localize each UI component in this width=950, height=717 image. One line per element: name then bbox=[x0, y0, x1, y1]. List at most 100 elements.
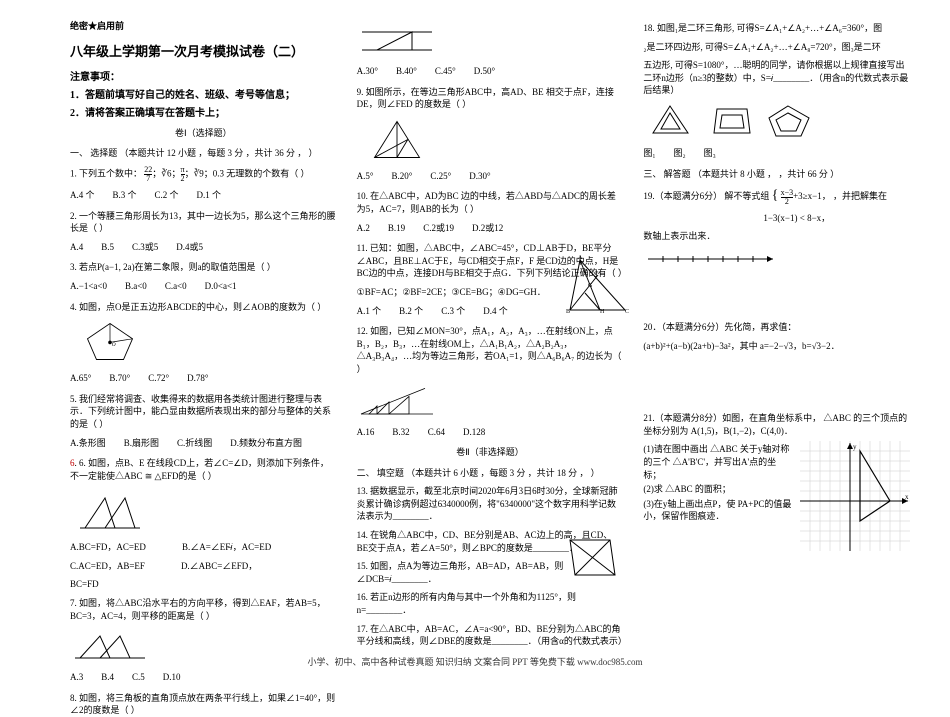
opt-a: A.−1<a<0 bbox=[70, 280, 107, 293]
svg-text:F: F bbox=[595, 271, 599, 277]
q13: 13. 据数据显示，截至北京时间2020年6月3日6时30分，全球新冠肺炎累计确… bbox=[357, 485, 624, 523]
q2: 2. 一个等腰三角形周长为13，其中一边长为5，那么这个三角形的腰长是（ ） bbox=[70, 210, 337, 235]
opt-c: C.72° bbox=[148, 372, 169, 385]
q1: 1. 下列五个数中： 227；∛6；π2；∛9；0.3 无理数的个数有（ ） bbox=[70, 166, 337, 183]
label-1: 图₁ bbox=[643, 147, 655, 160]
q9: 9. 如图所示，在等边三角形ABC中，高AD、BE 相交于点F，连接DE，则∠F… bbox=[357, 86, 624, 111]
q4: 4. 如图，点O是正五边形ABCDE的中心，则∠AOB的度数为（ ） bbox=[70, 301, 337, 314]
opt-c: C.2或19 bbox=[423, 222, 454, 235]
opt-a: A.条形图 bbox=[70, 437, 106, 450]
svg-text:x: x bbox=[905, 493, 909, 501]
q10-options: A.2 B.19 C.2或19 D.2或12 bbox=[357, 222, 624, 235]
opt-d: D.128 bbox=[463, 426, 485, 439]
q20: 20．（本题满分6分）先化简，再求值： bbox=[643, 321, 910, 334]
exam-title: 八年级上学期第一次月考模拟试卷（二） bbox=[70, 43, 337, 61]
opt-c: C.5 bbox=[132, 671, 145, 684]
opt-d: D.10 bbox=[163, 671, 181, 684]
q1-options: A.4 个 B.3 个 C.2 个 D.1 个 bbox=[70, 189, 337, 202]
q7: 7. 如图，将△ABC沿水平右的方向平移，得到△EAF，若AB=5，BC=3，A… bbox=[70, 597, 337, 622]
q19-stem: 19.（本题满分6分） 解不等式组 bbox=[643, 191, 769, 201]
opt-c: C.2 个 bbox=[155, 189, 179, 202]
q5: 5. 我们经常将调查、收集得来的数据用各类统计图进行整理与表示．下列统计图中，能… bbox=[70, 393, 337, 431]
column-1: 绝密★启用前 八年级上学期第一次月考模拟试卷（二） 注意事项： 1．答题前填写好… bbox=[70, 20, 337, 630]
q6: 6. 6. 如图，点B、E 在线段CD上，若∠C=∠D，则添加下列条件，不一定能… bbox=[70, 457, 337, 482]
q20-expr: (a+b)²+(a−b)(2a+b)−3a²，其中 a=−2−√3，b=√3−2… bbox=[643, 340, 910, 353]
opt-b: B.4 bbox=[101, 671, 114, 684]
q19: 19.（本题满分6分） 解不等式组 { x−32+3≥x−1， ，并把解集在 bbox=[643, 186, 910, 206]
q7-options: A.3 B.4 C.5 D.10 bbox=[70, 671, 337, 684]
q16: 16. 若正n边形的所有内角与其中一个外角和为1125°，则n=________… bbox=[357, 591, 624, 616]
opt-a: A.3 bbox=[70, 671, 83, 684]
q18-figures bbox=[643, 101, 910, 141]
notice-2: 2．请将答案正确填写在答题卡上； bbox=[70, 107, 337, 121]
q18-fig-labels: 图₁ 图₂ 图₃ bbox=[643, 147, 910, 160]
q2-options: A.4 B.5 C.3或5 D.4或5 bbox=[70, 241, 337, 254]
fig-ring-triangle bbox=[643, 101, 698, 141]
q6-figure bbox=[70, 488, 150, 533]
q12: 12. 如图，已知∠MON=30°，点A₁，A₂，A₃，…在射线ON上，点B₁，… bbox=[357, 325, 624, 375]
q11-figure: A B C H G F bbox=[560, 255, 630, 315]
q9-options: A.5° B.20° C.25° D.30° bbox=[357, 170, 624, 183]
q8-options: A.30° B.40° C.45° D.50° bbox=[357, 65, 624, 78]
q21: 21.（本题满分8分）如图，在直角坐标系中， △ABC 的三个顶点的坐标分别为 … bbox=[643, 412, 910, 437]
spacer bbox=[643, 275, 910, 315]
opt-b: B.a<0 bbox=[125, 280, 147, 293]
opt-c: C.25° bbox=[430, 170, 451, 183]
opt-d: D.30° bbox=[469, 170, 490, 183]
exam-page: 绝密★启用前 八年级上学期第一次月考模拟试卷（二） 注意事项： 1．答题前填写好… bbox=[0, 0, 950, 640]
q1-stem: 1. 下列五个数中： bbox=[70, 169, 142, 179]
opt-d: D.2或12 bbox=[472, 222, 503, 235]
opt-b: B.2 个 bbox=[399, 305, 423, 318]
q17: 17. 在△ABC中，AB=AC，∠A=a<90°，BD、BE分别为△ABC的角… bbox=[357, 623, 624, 648]
svg-text:H: H bbox=[600, 309, 605, 315]
column-3: 18. 如图₁是二环三角形, 可得S=∠A₁+∠A₂+…+∠A₆=360°，图 … bbox=[643, 20, 910, 630]
coordinate-grid: x y bbox=[800, 441, 910, 551]
q3-options: A.−1<a<0 B.a<0 C.a<0 D.0<a<1 bbox=[70, 280, 337, 293]
opt-a: A.2 bbox=[357, 222, 370, 235]
q6-text: 6. 如图，点B、E 在线段CD上，若∠C=∠D，则添加下列条件，不一定能使△A… bbox=[70, 458, 329, 481]
section-1-header: 卷Ⅰ（选择题） bbox=[70, 127, 337, 140]
notice-header: 注意事项： bbox=[70, 71, 337, 85]
opt-c: C.a<0 bbox=[165, 280, 187, 293]
q21-2: (2)求 △ABC 的面积； bbox=[643, 483, 794, 496]
label-3: 图₃ bbox=[704, 147, 716, 160]
q6-opt-e: BC=FD bbox=[70, 578, 337, 591]
q6-opt-c: C.AC=ED，AB=EF D.∠ABC=∠EFD， bbox=[70, 560, 337, 573]
part-1-header: 一、 选择题 （本题共计 12 小题 ，每题 3 分 ，共计 36 分 ， ） bbox=[70, 147, 337, 160]
page-footer: 小学、初中、高中各种试卷真题 知识归纳 文案合同 PPT 等免费下载 www.d… bbox=[0, 655, 950, 668]
opt-a: A.4 个 bbox=[70, 189, 95, 202]
opt-b: B.70° bbox=[109, 372, 130, 385]
svg-text:A: A bbox=[578, 255, 583, 261]
opt-d: D.50° bbox=[474, 65, 495, 78]
q9-figure bbox=[357, 117, 437, 162]
opt-a: A.30° bbox=[357, 65, 378, 78]
svg-text:C: C bbox=[625, 309, 629, 315]
q18-c: 五边形, 可得S=1080°，…聪明的同学，请你根据以上规律直接写出二环n边形（… bbox=[643, 59, 910, 97]
fig-ring-quad bbox=[702, 101, 757, 141]
opt-a: A.1 个 bbox=[357, 305, 382, 318]
svg-text:O: O bbox=[112, 342, 116, 348]
svg-text:y: y bbox=[853, 443, 857, 451]
q21-3: (3)在y轴上画出点P，使 PA+PC的值最小，保留作图痕迹． bbox=[643, 498, 794, 523]
opt-d: D.4或5 bbox=[176, 241, 203, 254]
q10: 10. 在△ABC中，AD为BC 边的中线，若△ABD与△ADC的周长差为5，A… bbox=[357, 190, 624, 215]
q19-end: 数轴上表示出来． bbox=[643, 230, 910, 243]
svg-text:G: G bbox=[588, 283, 593, 289]
q3: 3. 若点P(a−1, 2a)在第二象限，则a的取值范围是（ ） bbox=[70, 261, 337, 274]
opt-d: D.4 个 bbox=[483, 305, 508, 318]
opt-d: D.1 个 bbox=[197, 189, 222, 202]
q21-subparts: (1)请在图中画出 △ABC 关于y轴对称的三个 △A'B'C'，并写出A'点的… bbox=[643, 441, 794, 551]
part-3-header: 三、 解答题 （本题共计 8 小题 ， ，共计 66 分 ） bbox=[643, 168, 910, 181]
q18-a: 18. 如图₁是二环三角形, 可得S=∠A₁+∠A₂+…+∠A₆=360°，图 bbox=[643, 22, 910, 35]
q6-opt-a: A.BC=FD，AC=ED B.∠A=∠EF𝑖̶，AC=ED bbox=[70, 541, 337, 554]
number-line bbox=[643, 249, 783, 269]
q6b-text: B.∠A=∠EF𝑖̶，AC=ED bbox=[182, 542, 271, 552]
opt-d: D.频数分布直方图 bbox=[230, 437, 302, 450]
opt-c: C.折线图 bbox=[177, 437, 212, 450]
opt-a: A.65° bbox=[70, 372, 91, 385]
notice-1: 1．答题前填写好自己的姓名、班级、考号等信息； bbox=[70, 89, 337, 103]
q8-figure bbox=[357, 22, 437, 57]
q18-b: ₂是二环四边形, 可得S=∠A₁+∠A₂+…+∠A₈=720°，图₃是二环 bbox=[643, 41, 910, 54]
opt-c: C.3或5 bbox=[132, 241, 158, 254]
q6a-text: A.BC=FD，AC=ED bbox=[70, 542, 146, 552]
